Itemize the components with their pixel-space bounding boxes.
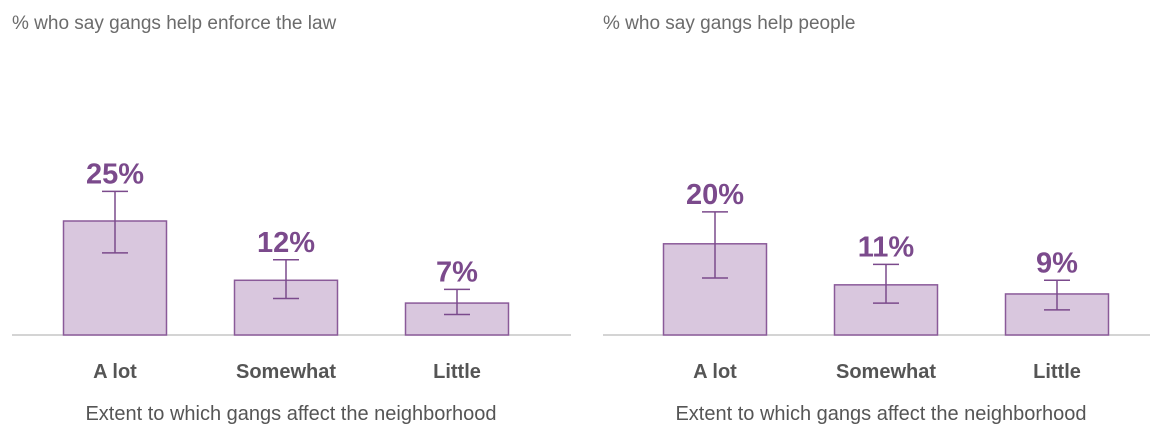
error-bar-left-2	[273, 259, 299, 300]
chart-marks-left: 25% A lot 12% Somewhat 7% Little	[62, 158, 510, 383]
chart-marks-right: 20% A lot 11% Somewhat 9% Little	[662, 179, 1110, 383]
value-label-left-1: 25%	[86, 158, 144, 190]
value-label-left-2: 12%	[257, 227, 315, 259]
error-bar-left-3	[444, 288, 470, 316]
value-label-left-3: 7%	[436, 256, 478, 288]
x-axis-label-right: Extent to which gangs affect the neighbo…	[675, 403, 1086, 425]
error-bar-left-1	[102, 190, 128, 254]
value-label-right-1: 20%	[686, 179, 744, 211]
category-label-left-3: Little	[433, 361, 481, 383]
value-label-right-3: 9%	[1036, 247, 1078, 279]
value-label-right-2: 11%	[858, 231, 915, 263]
category-label-left-2: Somewhat	[236, 361, 336, 383]
error-bar-right-2	[873, 263, 899, 304]
error-bar-right-3	[1044, 279, 1070, 311]
chart-title-right: % who say gangs help people	[603, 13, 855, 34]
category-label-left-1: A lot	[93, 361, 137, 383]
chart-panel-right: % who say gangs help people 20% A lot 11% S…	[603, 13, 1150, 425]
category-label-right-3: Little	[1033, 361, 1081, 383]
category-label-right-1: A lot	[693, 361, 737, 383]
chart-title-left: % who say gangs help enforce the law	[12, 13, 337, 34]
chart-panel-left: % who say gangs help enforce the law 25%…	[12, 13, 571, 425]
category-label-right-2: Somewhat	[836, 361, 936, 383]
x-axis-label-left: Extent to which gangs affect the neighbo…	[85, 403, 496, 425]
error-bar-right-1	[702, 211, 728, 279]
